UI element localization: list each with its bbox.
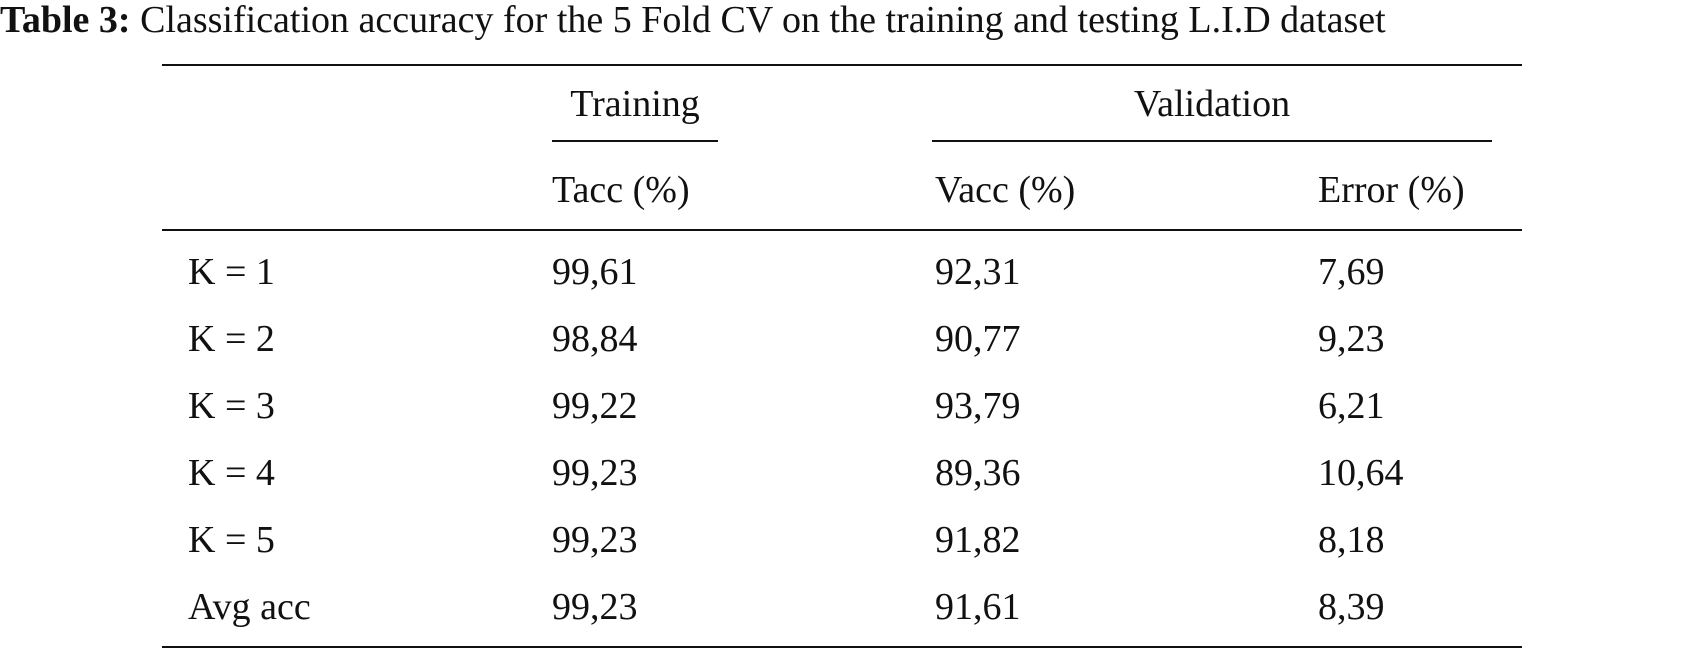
row-label: K = 1 [188, 251, 275, 293]
tacc-value: 99,23 [552, 586, 638, 628]
tacc-value: 99,61 [552, 251, 638, 293]
row-label: K = 4 [188, 452, 275, 494]
error-value: 10,64 [1318, 452, 1404, 494]
vacc-value: 93,79 [935, 385, 1021, 427]
vacc-value: 89,36 [935, 452, 1021, 494]
table-header-rule [162, 229, 1522, 231]
group-rule-training [552, 140, 718, 142]
table-bottom-rule [162, 646, 1522, 648]
caption-text: Classification accuracy for the 5 Fold C… [140, 0, 1386, 41]
vacc-value: 91,61 [935, 586, 1021, 628]
tacc-value: 99,22 [552, 385, 638, 427]
vacc-value: 91,82 [935, 519, 1021, 561]
table-caption: Table 3: Classification accuracy for the… [0, 0, 1684, 44]
error-value: 6,21 [1318, 385, 1385, 427]
vacc-value: 92,31 [935, 251, 1021, 293]
row-label: K = 5 [188, 519, 275, 561]
tacc-value: 99,23 [552, 452, 638, 494]
vacc-value: 90,77 [935, 318, 1021, 360]
column-header-tacc: Tacc (%) [552, 169, 690, 211]
error-value: 7,69 [1318, 251, 1385, 293]
caption-label: Table 3: [0, 0, 131, 41]
table-top-rule [162, 64, 1522, 66]
error-value: 8,39 [1318, 586, 1385, 628]
row-label: Avg acc [188, 586, 311, 628]
row-label: K = 2 [188, 318, 275, 360]
error-value: 8,18 [1318, 519, 1385, 561]
error-value: 9,23 [1318, 318, 1385, 360]
column-header-error: Error (%) [1318, 169, 1465, 211]
tacc-value: 99,23 [552, 519, 638, 561]
group-header-validation: Validation [1133, 83, 1291, 125]
row-label: K = 3 [188, 385, 275, 427]
tacc-value: 98,84 [552, 318, 638, 360]
group-rule-validation [932, 140, 1492, 142]
column-header-vacc: Vacc (%) [935, 169, 1076, 211]
group-header-training: Training [570, 83, 700, 125]
